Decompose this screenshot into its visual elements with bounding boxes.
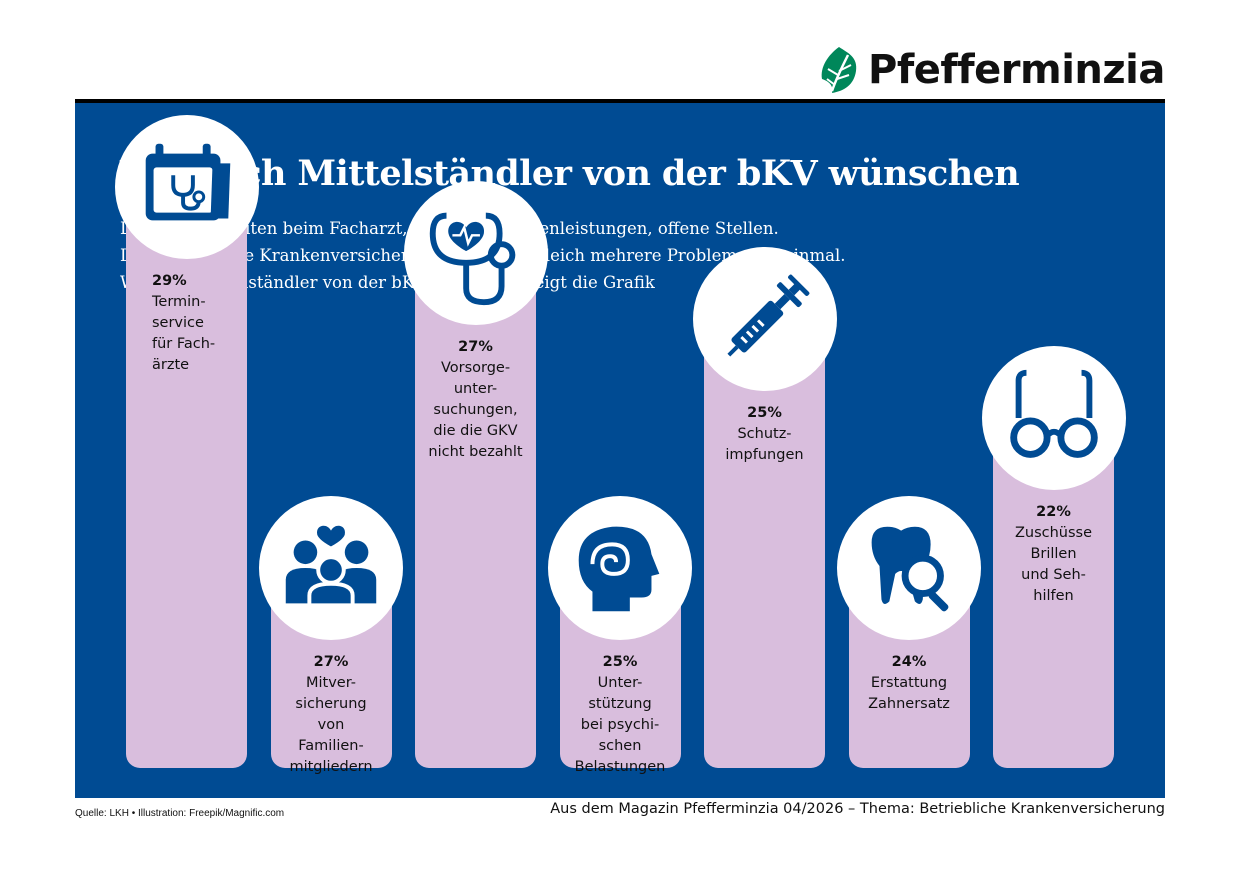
bar [415, 253, 536, 768]
value-label: 24% [891, 654, 927, 670]
bar-label: 24% Erstattung Zahnersatz [849, 652, 970, 715]
brand-name: Pfefferminzia [868, 47, 1165, 93]
bar-label: 27% Vorsorge- unter- suchungen, die die G… [415, 337, 536, 463]
bar [704, 319, 825, 768]
chart-title: Was sich Mittelständler von der bKV wüns… [120, 153, 1020, 194]
family-icon [259, 496, 403, 640]
category-label: Mitver- sicherung von Familien- mitglied… [289, 675, 373, 775]
category-label: Zuschüsse Brillen und Seh- hilfen [1014, 525, 1093, 604]
bar [126, 187, 247, 768]
value-label: 25% [747, 405, 782, 421]
lead-line: Lange Wartezeiten beim Facharzt, unsiche… [120, 219, 779, 238]
value-label: 25% [602, 654, 638, 670]
tooth-magnifier-icon [837, 496, 981, 640]
bar-label: 25% Unter- stützung bei psychi- schen Bel… [560, 652, 681, 778]
category-label: Unter- stützung bei psychi- schen Belast… [574, 675, 666, 775]
value-label: 22% [1036, 504, 1071, 520]
top-rule [75, 99, 1165, 103]
category-label: Termin- service für Fach- ärzte [152, 294, 216, 373]
stethoscope-heart-icon [403, 181, 548, 325]
bar-label: 22% Zuschüsse Brillen und Seh- hilfen [993, 502, 1114, 607]
magazine-credit: Aus dem Magazin Pfefferminzia 04/2026 – … [550, 801, 1165, 817]
category-label: Schutz- impfungen [725, 426, 804, 463]
infographic-panel: Was sich Mittelständler von der bKV wüns… [75, 103, 1165, 798]
value-label: 27% [313, 654, 349, 670]
value-label: 29% [152, 273, 187, 289]
calendar-stethoscope-icon [114, 115, 259, 259]
source-note: Quelle: LKH • Illustration: Freepik/Magn… [75, 808, 285, 819]
brand-logo: Pfefferminzia [818, 40, 1165, 100]
bar-label: 25% Schutz- impfungen [704, 403, 825, 466]
head-spiral-icon [548, 496, 692, 640]
lead-line: Die betriebliche Krankenversicherung (bK… [120, 246, 846, 265]
mint-leaf-icon [821, 47, 857, 93]
category-label: Vorsorge- unter- suchungen, die die GKV … [428, 360, 523, 460]
category-label: Erstattung Zahnersatz [868, 675, 950, 712]
glasses-icon [981, 346, 1126, 490]
bar-label: 27% Mitver- sicherung von Familien- mitgl… [271, 652, 392, 778]
value-label: 27% [458, 339, 493, 355]
syringe-icon [692, 247, 837, 391]
bar-label: 29% Termin- service für Fach- ärzte [152, 271, 273, 376]
